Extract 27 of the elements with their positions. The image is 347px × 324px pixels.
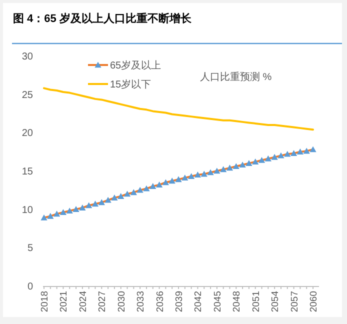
legend-label: 15岁以下 <box>110 78 152 90</box>
annotation: 人口比重预测 % <box>200 71 272 83</box>
x-tick-label: 2042 <box>193 291 204 312</box>
y-tick-label: 20 <box>22 128 34 140</box>
x-tick-label: 2024 <box>78 291 89 312</box>
x-tick-label: 2030 <box>116 291 128 312</box>
x-tick-label: 2036 <box>154 291 166 312</box>
x-tick-label: 2045 <box>212 291 224 312</box>
line-series <box>43 87 314 131</box>
x-tick-label: 2021 <box>58 291 70 312</box>
x-tick-label: 2054 <box>270 291 282 312</box>
y-tick-label: 15 <box>22 166 34 178</box>
x-tick-label: 2033 <box>136 291 147 312</box>
x-tick-label: 2018 <box>40 291 50 312</box>
y-tick-label: 30 <box>22 52 34 62</box>
x-tick-label: 2060 <box>308 291 320 312</box>
legend-label: 65岁及以上 <box>110 60 162 72</box>
chart-title: 图 4：65 岁及以上人口比重不断增长 <box>13 12 192 25</box>
y-tick-label: 25 <box>22 90 34 101</box>
x-tick-label: 2051 <box>250 291 262 312</box>
y-tick-label: 0 <box>27 282 34 292</box>
y-tick-label: 10 <box>22 204 34 216</box>
x-tick-label: 2027 <box>97 291 108 312</box>
x-tick-label: 2039 <box>174 291 185 312</box>
y-tick-label: 5 <box>27 243 34 254</box>
x-tick-label: 2048 <box>232 291 243 312</box>
x-tick-label: 2057 <box>289 291 300 312</box>
